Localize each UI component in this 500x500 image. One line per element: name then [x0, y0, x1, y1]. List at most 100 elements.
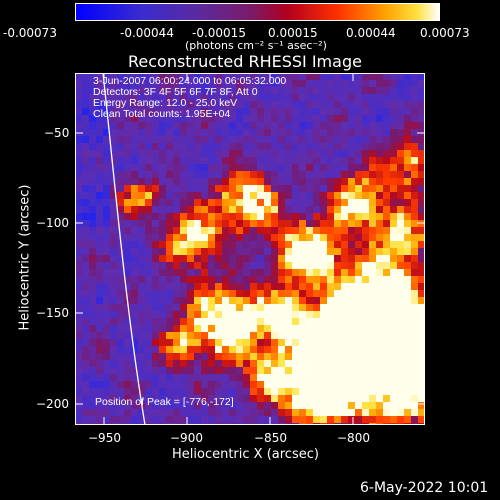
heatmap-cell: [369, 241, 377, 249]
heatmap-cell: [383, 129, 391, 137]
heatmap-cell: [208, 178, 216, 186]
heatmap-cell: [411, 269, 419, 277]
heatmap-cell: [110, 360, 118, 368]
heatmap-cell: [313, 297, 321, 305]
heatmap-cell: [278, 416, 286, 424]
heatmap-cell: [187, 192, 195, 200]
heatmap-cell: [173, 332, 181, 340]
heatmap-cell: [201, 276, 209, 284]
heatmap-cell: [215, 332, 223, 340]
heatmap-cell: [215, 122, 223, 130]
heatmap-cell: [362, 241, 370, 249]
heatmap-cell: [341, 192, 349, 200]
heatmap-cell: [404, 374, 412, 382]
heatmap-cell: [201, 143, 209, 151]
heatmap-cell: [145, 332, 153, 340]
heatmap-cell: [243, 269, 251, 277]
heatmap-cell: [418, 423, 425, 425]
heatmap-cell: [397, 115, 405, 123]
heatmap-cell: [411, 423, 419, 425]
heatmap-cell: [194, 87, 202, 95]
heatmap-cell: [397, 311, 405, 319]
heatmap-cell: [215, 87, 223, 95]
heatmap-cell: [201, 227, 209, 235]
heatmap-cell: [369, 388, 377, 396]
heatmap-cell: [75, 339, 83, 347]
heatmap-cell: [320, 213, 328, 221]
heatmap-cell: [110, 262, 118, 270]
heatmap-cell: [348, 234, 356, 242]
heatmap-cell: [362, 234, 370, 242]
heatmap-cell: [369, 374, 377, 382]
heatmap-cell: [117, 395, 125, 403]
heatmap-cell: [341, 255, 349, 263]
heatmap-cell: [362, 381, 370, 389]
heatmap-cell: [117, 157, 125, 165]
heatmap-cell: [82, 108, 90, 116]
heatmap-cell: [152, 318, 160, 326]
heatmap-cell: [89, 367, 97, 375]
heatmap-cell: [124, 213, 132, 221]
heatmap-cell: [334, 297, 342, 305]
heatmap-cell: [187, 339, 195, 347]
heatmap-plot: [75, 73, 425, 425]
heatmap-cell: [187, 416, 195, 424]
heatmap-cell: [271, 220, 279, 228]
heatmap-cell: [271, 325, 279, 333]
heatmap-cell: [173, 164, 181, 172]
heatmap-cell: [243, 178, 251, 186]
heatmap-cell: [285, 108, 293, 116]
heatmap-cell: [243, 185, 251, 193]
heatmap-cell: [166, 73, 174, 81]
heatmap-cell: [257, 311, 265, 319]
heatmap-cell: [180, 185, 188, 193]
heatmap-cell: [404, 108, 412, 116]
heatmap-cell: [89, 101, 97, 109]
heatmap-cell: [208, 129, 216, 137]
heatmap-cell: [362, 143, 370, 151]
heatmap-cell: [215, 185, 223, 193]
heatmap-cell: [103, 332, 111, 340]
heatmap-cell: [96, 115, 104, 123]
heatmap-cell: [362, 423, 370, 425]
heatmap-cell: [250, 318, 258, 326]
heatmap-cell: [271, 367, 279, 375]
heatmap-cell: [145, 248, 153, 256]
heatmap-cell: [383, 318, 391, 326]
heatmap-cell: [348, 269, 356, 277]
heatmap-cell: [376, 262, 384, 270]
heatmap-cell: [166, 129, 174, 137]
heatmap-cell: [278, 136, 286, 144]
heatmap-cell: [110, 199, 118, 207]
heatmap-cell: [306, 255, 314, 263]
heatmap-cell: [159, 304, 167, 312]
heatmap-cell: [285, 164, 293, 172]
heatmap-cell: [138, 374, 146, 382]
heatmap-cell: [89, 206, 97, 214]
heatmap-cell: [341, 150, 349, 158]
heatmap-cell: [250, 339, 258, 347]
heatmap-cell: [397, 255, 405, 263]
heatmap-cell: [278, 220, 286, 228]
heatmap-cell: [299, 262, 307, 270]
heatmap-cell: [341, 353, 349, 361]
heatmap-cell: [355, 192, 363, 200]
heatmap-cell: [145, 325, 153, 333]
heatmap-cell: [369, 73, 377, 81]
heatmap-cell: [341, 423, 349, 425]
heatmap-cell: [278, 87, 286, 95]
heatmap-cell: [257, 304, 265, 312]
heatmap-cell: [306, 339, 314, 347]
heatmap-cell: [320, 409, 328, 417]
heatmap-cell: [397, 283, 405, 291]
heatmap-cell: [376, 213, 384, 221]
heatmap-cell: [124, 346, 132, 354]
heatmap-cell: [313, 115, 321, 123]
heatmap-cell: [243, 381, 251, 389]
heatmap-cell: [376, 381, 384, 389]
heatmap-cell: [194, 178, 202, 186]
heatmap-cell: [390, 220, 398, 228]
heatmap-cell: [187, 157, 195, 165]
heatmap-cell: [334, 80, 342, 88]
heatmap-cell: [299, 94, 307, 102]
